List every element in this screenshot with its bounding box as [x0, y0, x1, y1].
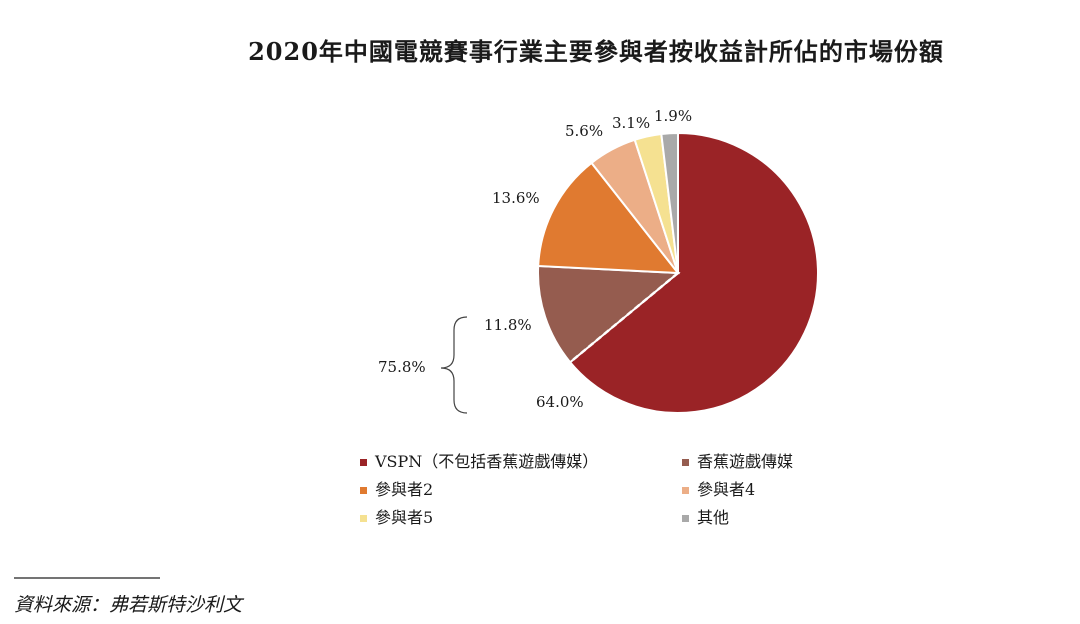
legend-swatch: [360, 459, 367, 466]
legend-item-player-5: 參與者5: [360, 508, 433, 527]
slice-labels: 64.0% 11.8% 13.6% 5.6% 3.1% 1.9%: [484, 107, 692, 411]
slice-player-2: [537, 161, 681, 275]
legend-label: VSPN（不包括香蕉遊戲傳媒）: [374, 452, 598, 471]
legend-swatch: [682, 515, 689, 522]
legend-item-vspn: VSPN（不包括香蕉遊戲傳媒）: [360, 452, 598, 471]
legend-item-banana: 香蕉遊戲傳媒: [682, 452, 793, 471]
combined-divider: [569, 272, 679, 364]
label-banana: 11.8%: [484, 316, 532, 334]
label-player-5: 3.1%: [612, 114, 650, 132]
legend-item-player-2: 參與者2: [360, 480, 433, 499]
slice-vspn: [568, 131, 819, 414]
label-player-2: 13.6%: [492, 189, 540, 207]
label-vspn: 64.0%: [536, 393, 584, 411]
legend-item-other: 其他: [682, 508, 729, 527]
legend-label: 其他: [697, 508, 729, 527]
legend-swatch: [682, 459, 689, 466]
legend-label: 參與者2: [375, 480, 433, 499]
source-note: 資料來源：弗若斯特沙利文: [14, 594, 245, 616]
pie-slices: [537, 131, 819, 414]
legend-swatch: [360, 515, 367, 522]
chart-title: 2020年中國電競賽事行業主要參與者按收益計所佔的市場份額: [248, 37, 944, 66]
legend-swatch: [360, 487, 367, 494]
label-player-4: 5.6%: [565, 122, 603, 140]
legend-item-player-4: 參與者4: [682, 480, 755, 499]
slice-other: [660, 131, 679, 274]
slice-banana: [537, 264, 681, 364]
legend-swatch: [682, 487, 689, 494]
legend-label: 參與者5: [375, 508, 433, 527]
combined-label: 75.8%: [378, 358, 426, 376]
label-other: 1.9%: [654, 107, 692, 125]
legend-label: 香蕉遊戲傳媒: [697, 452, 793, 471]
combined-brace: [440, 316, 468, 414]
legend-label: 參與者4: [697, 480, 755, 499]
